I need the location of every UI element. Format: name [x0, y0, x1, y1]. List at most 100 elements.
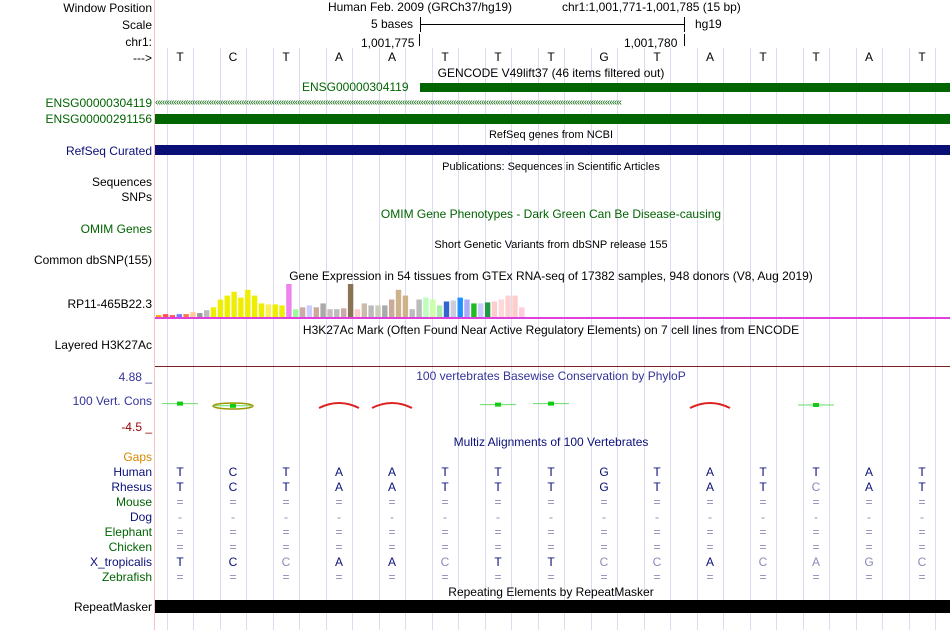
- gtex-tissue-bar[interactable]: [183, 314, 189, 317]
- gtex-tissue-bar[interactable]: [471, 303, 477, 317]
- gtex-tissue-bar[interactable]: [176, 314, 182, 317]
- gtex-tissue-bar[interactable]: [265, 304, 271, 317]
- gtex-tissue-bar[interactable]: [368, 305, 374, 317]
- gtex-tissue-bar[interactable]: [258, 303, 265, 317]
- alignment-base: T: [653, 480, 661, 494]
- gtex-tissue-bar[interactable]: [190, 312, 196, 317]
- refseq-track-title[interactable]: RefSeq genes from NCBI: [488, 129, 614, 141]
- gtex-expression-chart[interactable]: [155, 282, 950, 320]
- conservation-label[interactable]: 100 Vert. Cons: [72, 394, 152, 408]
- gtex-tissue-bar[interactable]: [334, 309, 340, 317]
- gtex-tissue-bar[interactable]: [320, 303, 326, 317]
- gtex-tissue-bar[interactable]: [162, 314, 169, 317]
- gtex-tissue-bar[interactable]: [156, 315, 162, 317]
- species-label-elephant[interactable]: Elephant: [104, 525, 152, 539]
- gtex-tissue-bar[interactable]: [204, 310, 210, 317]
- gtex-tissue-bar[interactable]: [224, 295, 230, 317]
- gtex-tissue-bar[interactable]: [443, 301, 450, 318]
- phylop-conservation-plot[interactable]: [155, 386, 950, 431]
- species-label-chicken[interactable]: Chicken: [108, 540, 152, 554]
- gencode-exon-bar[interactable]: [420, 83, 950, 92]
- gtex-tissue-bar[interactable]: [491, 301, 498, 318]
- gtex-tissue-bar[interactable]: [409, 309, 415, 317]
- gtex-tissue-bar[interactable]: [299, 307, 306, 317]
- repeatmasker-label[interactable]: RepeatMasker: [73, 600, 152, 614]
- gtex-tissue-bar[interactable]: [484, 302, 491, 317]
- gtex-tissue-bar[interactable]: [279, 305, 285, 317]
- h3k27ac-track-title[interactable]: H3K27Ac Mark (Often Found Near Active Re…: [302, 323, 800, 337]
- gtex-tissue-bar[interactable]: [272, 304, 278, 317]
- gtex-tissue-bar[interactable]: [416, 299, 422, 318]
- gtex-gene-label[interactable]: RP11-465B22.3: [67, 297, 152, 311]
- gtex-tissue-bar[interactable]: [436, 305, 443, 317]
- h3k27ac-label[interactable]: Layered H3K27Ac: [54, 338, 152, 352]
- gtex-tissue-bar[interactable]: [245, 289, 251, 317]
- dbsnp-track-title[interactable]: Short Genetic Variants from dbSNP releas…: [434, 239, 668, 251]
- species-label-dog[interactable]: Dog: [129, 510, 152, 524]
- gtex-tissue-bar[interactable]: [505, 295, 511, 317]
- gtex-tissue-bar[interactable]: [293, 309, 299, 317]
- gtex-tissue-bar[interactable]: [251, 295, 258, 317]
- omim-genes-label[interactable]: OMIM Genes: [80, 222, 152, 236]
- species-label-xtropicalis[interactable]: X_tropicalis: [89, 555, 152, 569]
- gtex-track-title[interactable]: Gene Expression in 54 tissues from GTEx …: [289, 269, 813, 283]
- gtex-tissue-bar[interactable]: [498, 299, 504, 318]
- alignment-base: =: [494, 540, 502, 554]
- gtex-tissue-bar[interactable]: [478, 303, 484, 317]
- track-area[interactable]: Human Feb. 2009 (GRCh37/hg19) chr1:1,001…: [155, 0, 950, 630]
- gtex-tissue-bar[interactable]: [402, 295, 409, 317]
- gtex-tissue-bar[interactable]: [354, 309, 361, 317]
- gtex-tissue-bar[interactable]: [512, 295, 518, 317]
- gtex-tissue-bar[interactable]: [464, 299, 470, 318]
- gencode-item-label-1[interactable]: ENSG00000304119: [45, 96, 152, 110]
- strand-arrow-label[interactable]: --->: [133, 51, 152, 65]
- gtex-tissue-bar[interactable]: [519, 307, 525, 317]
- alignment-base: T: [759, 480, 767, 494]
- phylop-track-title[interactable]: 100 vertebrates Basewise Conservation by…: [416, 369, 686, 383]
- gtex-tissue-bar[interactable]: [423, 297, 429, 317]
- gtex-tissue-bar[interactable]: [217, 299, 224, 318]
- window-position-label[interactable]: Window Position: [63, 1, 152, 15]
- gencode-intron-line[interactable]: ‹‹‹‹‹‹‹‹‹‹‹‹‹‹‹‹‹‹‹‹‹‹‹‹‹‹‹‹‹‹‹‹‹‹‹‹‹‹‹‹…: [155, 98, 622, 107]
- gtex-tissue-bar[interactable]: [169, 315, 176, 317]
- repeatmasker-track-title[interactable]: Repeating Elements by RepeatMasker: [448, 585, 654, 599]
- gtex-tissue-bar[interactable]: [306, 305, 313, 317]
- gencode-item-name[interactable]: ENSG00000304119: [302, 80, 409, 94]
- gtex-tissue-bar[interactable]: [231, 291, 237, 317]
- gtex-tissue-bar[interactable]: [341, 308, 347, 317]
- species-label-mouse[interactable]: Mouse: [115, 495, 152, 509]
- publications-track-title[interactable]: Publications: Sequences in Scientific Ar…: [442, 161, 660, 173]
- snps-label[interactable]: SNPs: [121, 190, 152, 204]
- gencode-track-title[interactable]: GENCODE V49lift37 (46 items filtered out…: [437, 66, 665, 80]
- gtex-tissue-bar[interactable]: [361, 303, 367, 317]
- gtex-tissue-bar[interactable]: [430, 299, 436, 318]
- gencode-item-label-2[interactable]: ENSG00000291156: [45, 112, 152, 126]
- sequences-label[interactable]: Sequences: [91, 175, 152, 189]
- gtex-tissue-bar[interactable]: [197, 313, 203, 317]
- gtex-tissue-bar[interactable]: [389, 299, 395, 318]
- gtex-tissue-bar[interactable]: [395, 289, 402, 317]
- repeatmasker-bar[interactable]: [155, 600, 950, 613]
- gtex-tissue-bar[interactable]: [238, 297, 244, 317]
- gencode-gene-bar-2[interactable]: [155, 114, 950, 124]
- gtex-tissue-bar[interactable]: [313, 307, 319, 317]
- omim-track-title[interactable]: OMIM Gene Phenotypes - Dark Green Can Be…: [380, 207, 722, 221]
- species-label-human[interactable]: Human: [113, 465, 152, 479]
- gtex-tissue-bar[interactable]: [327, 309, 333, 317]
- multiz-track-title[interactable]: Multiz Alignments of 100 Vertebrates: [453, 435, 649, 449]
- species-label-zebrafish[interactable]: Zebrafish: [101, 570, 152, 584]
- species-label-rhesus[interactable]: Rhesus: [111, 480, 152, 494]
- gtex-tissue-bar[interactable]: [382, 305, 388, 317]
- gtex-tissue-bar[interactable]: [286, 284, 292, 317]
- gaps-label[interactable]: Gaps: [123, 450, 152, 464]
- gtex-tissue-bar[interactable]: [457, 297, 463, 317]
- gtex-tissue-bar[interactable]: [210, 307, 217, 317]
- gtex-tissue-bar[interactable]: [450, 300, 456, 318]
- dbsnp-label[interactable]: Common dbSNP(155): [33, 253, 152, 267]
- refseq-label[interactable]: RefSeq Curated: [65, 144, 152, 158]
- chrom-label[interactable]: chr1:: [125, 35, 152, 49]
- gtex-tissue-bar[interactable]: [375, 305, 381, 317]
- gtex-tissue-bar[interactable]: [347, 284, 354, 317]
- refseq-gene-bar[interactable]: [155, 145, 950, 155]
- scale-label[interactable]: Scale: [121, 18, 152, 32]
